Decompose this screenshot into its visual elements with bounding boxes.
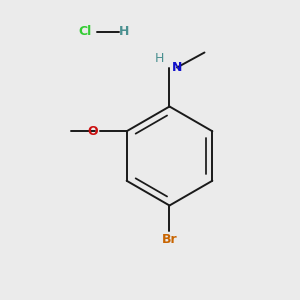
Text: H: H — [154, 52, 164, 65]
Text: N: N — [172, 61, 182, 74]
Text: Br: Br — [162, 232, 177, 245]
Text: Cl: Cl — [79, 25, 92, 38]
Text: O: O — [88, 125, 98, 138]
Text: H: H — [119, 25, 130, 38]
